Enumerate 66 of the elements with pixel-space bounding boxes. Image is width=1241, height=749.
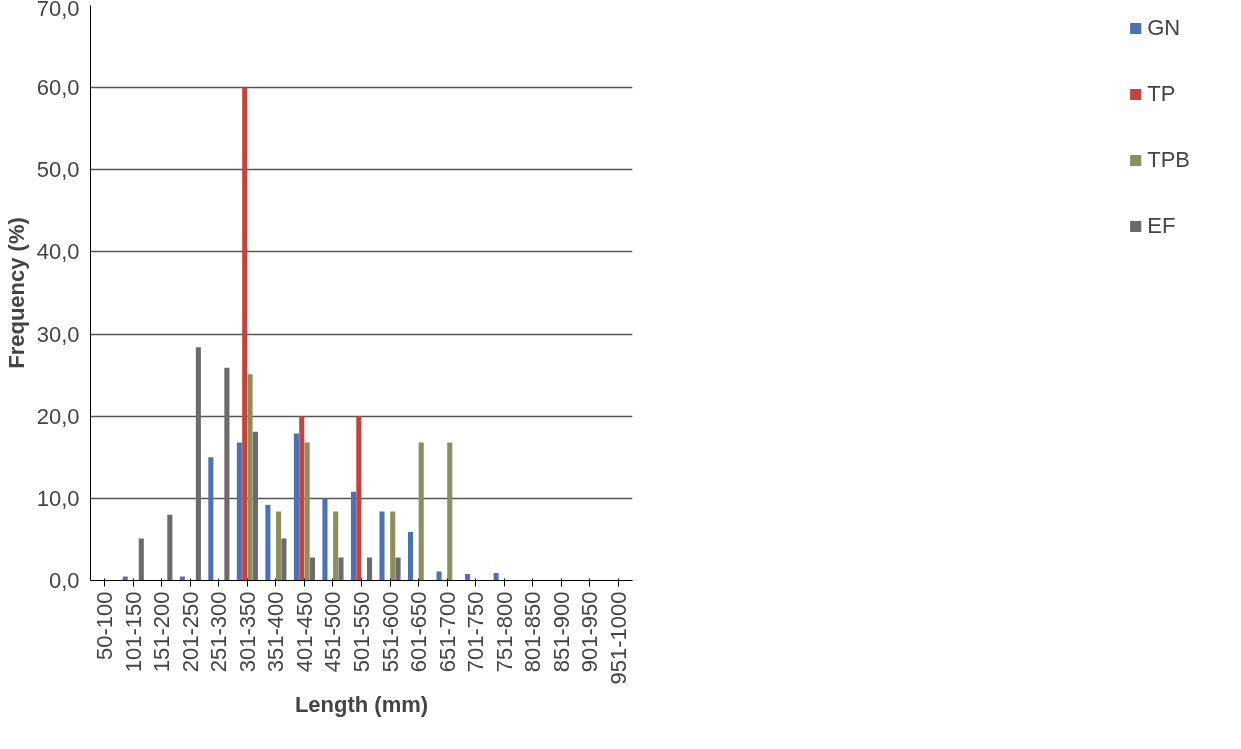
bar (333, 511, 339, 581)
x-tick-label: 651-700 (434, 591, 460, 673)
bar (281, 538, 287, 581)
x-tick-label: 101-150 (120, 591, 146, 673)
bar (276, 511, 282, 581)
bar (167, 514, 173, 581)
bar (418, 442, 424, 581)
x-tick-label: 301-350 (234, 591, 260, 673)
bar (265, 504, 271, 581)
bar (179, 576, 185, 581)
y-tick-label: 10,0 (36, 485, 80, 511)
x-tick-label: 351-400 (263, 591, 289, 673)
y-tick-label: 20,0 (36, 403, 80, 429)
x-tick-label: 801-850 (520, 591, 546, 673)
bar (236, 442, 242, 581)
bar (350, 491, 357, 581)
x-tick-label: 451-500 (320, 591, 346, 673)
x-tick-label: 551-600 (377, 591, 403, 673)
bar (447, 442, 453, 581)
y-tick-label: 70,0 (36, 0, 80, 21)
x-tick-label: 601-650 (406, 591, 432, 673)
bar (242, 87, 248, 581)
bar (379, 511, 385, 581)
x-tick-label: 751-800 (491, 591, 517, 673)
bar (436, 571, 442, 581)
bar (338, 557, 344, 581)
y-tick-label: 40,0 (36, 239, 80, 265)
bar (247, 374, 253, 581)
x-tick-label: 201-250 (177, 591, 203, 673)
bar (407, 532, 414, 581)
bar (195, 347, 201, 581)
x-tick-label: 901-950 (577, 591, 603, 673)
x-tick-label: 50-100 (92, 591, 118, 660)
bar (390, 511, 396, 581)
x-tick-label: 951-1000 (605, 591, 631, 685)
bar (122, 576, 128, 581)
y-tick-label: 0,0 (48, 568, 80, 593)
y-tick-label: 60,0 (36, 75, 80, 101)
bar (252, 431, 258, 581)
y-axis-title: Frequency (%) (3, 217, 29, 369)
legend-label: GN (1147, 15, 1181, 41)
legend-label: EF (1147, 213, 1176, 239)
bar (395, 557, 401, 581)
bar (304, 442, 310, 581)
x-tick-label: 851-900 (548, 591, 574, 673)
y-tick-label: 50,0 (36, 157, 80, 183)
bar (299, 416, 305, 581)
x-tick-label: 251-300 (206, 591, 232, 673)
bar (322, 498, 328, 581)
y-tick-label: 30,0 (36, 321, 80, 347)
bar (493, 573, 499, 581)
x-tick-label: 701-750 (463, 591, 489, 673)
bar (356, 416, 362, 581)
bar (309, 557, 316, 581)
bar (224, 367, 230, 581)
x-tick-label: 501-550 (349, 591, 374, 673)
x-tick-label: 151-200 (149, 591, 175, 673)
bar (293, 433, 299, 581)
x-axis-title: Length (mm) (294, 692, 429, 718)
legend-label: TPB (1147, 147, 1190, 173)
bar (465, 573, 471, 581)
x-tick-label: 401-450 (291, 591, 317, 673)
legend-label: TP (1147, 81, 1176, 107)
bar (208, 457, 214, 581)
bar (138, 538, 144, 581)
bar (366, 557, 373, 581)
